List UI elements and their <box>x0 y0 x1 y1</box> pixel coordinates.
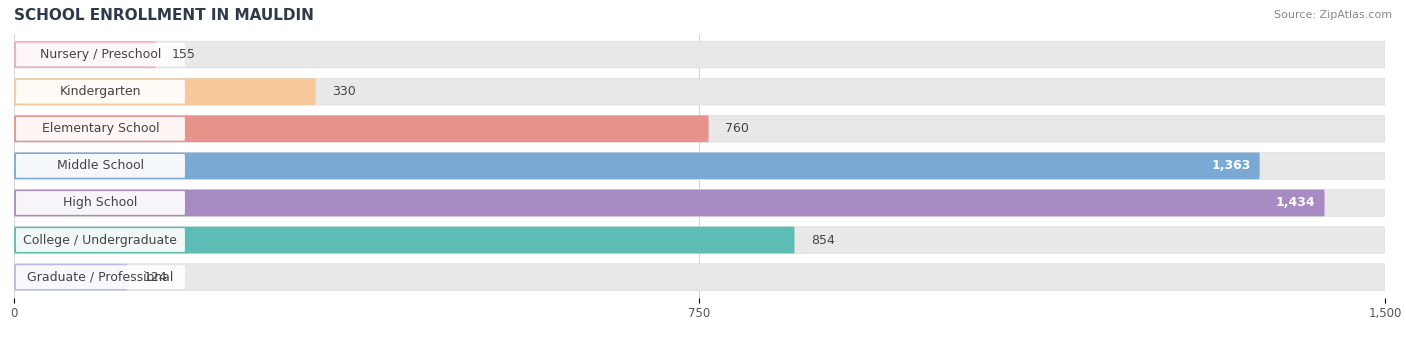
FancyBboxPatch shape <box>14 227 1385 253</box>
FancyBboxPatch shape <box>14 264 1385 290</box>
FancyBboxPatch shape <box>14 189 1385 216</box>
FancyBboxPatch shape <box>14 153 1260 179</box>
FancyBboxPatch shape <box>14 264 128 290</box>
FancyBboxPatch shape <box>15 191 186 215</box>
Text: High School: High School <box>63 196 138 209</box>
FancyBboxPatch shape <box>15 154 186 178</box>
FancyBboxPatch shape <box>14 227 794 253</box>
FancyBboxPatch shape <box>14 116 1385 142</box>
Text: 330: 330 <box>332 85 356 98</box>
Text: SCHOOL ENROLLMENT IN MAULDIN: SCHOOL ENROLLMENT IN MAULDIN <box>14 8 314 23</box>
FancyBboxPatch shape <box>14 153 1385 179</box>
Text: Graduate / Professional: Graduate / Professional <box>27 271 173 284</box>
Text: 1,363: 1,363 <box>1211 159 1250 172</box>
FancyBboxPatch shape <box>15 43 186 66</box>
Text: Kindergarten: Kindergarten <box>59 85 141 98</box>
FancyBboxPatch shape <box>15 117 186 141</box>
FancyBboxPatch shape <box>14 41 156 68</box>
FancyBboxPatch shape <box>15 80 186 104</box>
Text: Elementary School: Elementary School <box>42 122 159 135</box>
Text: 124: 124 <box>143 271 167 284</box>
FancyBboxPatch shape <box>15 228 186 252</box>
Text: Nursery / Preschool: Nursery / Preschool <box>39 48 162 61</box>
FancyBboxPatch shape <box>14 78 315 105</box>
Text: 155: 155 <box>172 48 195 61</box>
FancyBboxPatch shape <box>14 41 1385 68</box>
Text: Middle School: Middle School <box>56 159 143 172</box>
Text: College / Undergraduate: College / Undergraduate <box>24 234 177 247</box>
Text: Source: ZipAtlas.com: Source: ZipAtlas.com <box>1274 10 1392 20</box>
Text: 854: 854 <box>811 234 835 247</box>
FancyBboxPatch shape <box>14 78 1385 105</box>
FancyBboxPatch shape <box>14 116 709 142</box>
Text: 1,434: 1,434 <box>1275 196 1316 209</box>
Text: 760: 760 <box>725 122 749 135</box>
FancyBboxPatch shape <box>14 189 1324 216</box>
FancyBboxPatch shape <box>15 265 186 289</box>
